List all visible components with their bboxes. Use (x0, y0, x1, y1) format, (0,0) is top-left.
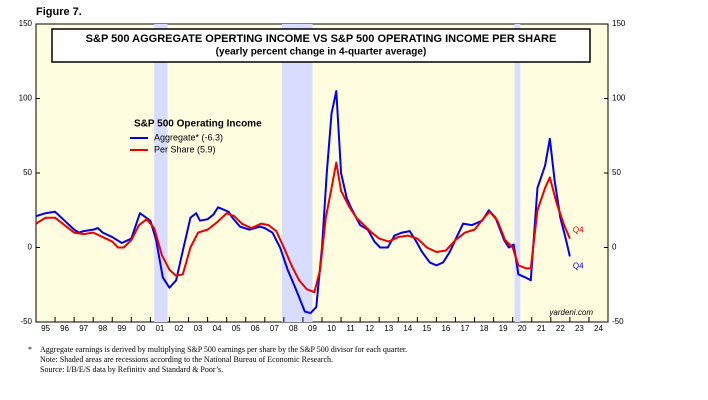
y2-tick-label: -50 (612, 317, 624, 326)
y2-tick-label: 150 (612, 19, 626, 28)
x-tick-label: 96 (60, 324, 69, 333)
y-tick-label: -50 (20, 317, 32, 326)
y-tick-label: 100 (19, 94, 33, 103)
x-tick-label: 17 (461, 324, 470, 333)
y2-tick-label: 0 (612, 243, 617, 252)
legend-label: Per Share (5.9) (154, 144, 216, 154)
x-tick-label: 13 (384, 324, 393, 333)
end-label: Q4 (573, 262, 584, 271)
x-tick-label: 09 (308, 324, 317, 333)
x-tick-label: 08 (289, 324, 298, 333)
x-tick-label: 95 (41, 324, 50, 333)
chart-title: S&P 500 AGGREGATE OPERTING INCOME VS S&P… (86, 33, 557, 45)
x-tick-label: 97 (79, 324, 88, 333)
figure-label: Figure 7. (36, 6, 82, 18)
x-tick-label: 98 (98, 324, 107, 333)
x-tick-label: 21 (537, 324, 546, 333)
x-tick-label: 24 (594, 324, 603, 333)
recession-shade (154, 24, 168, 322)
legend-title: S&P 500 Operating Income (134, 119, 262, 130)
x-tick-label: 14 (403, 324, 412, 333)
y2-tick-label: 100 (612, 94, 626, 103)
x-tick-label: 04 (213, 324, 222, 333)
source-label: yardeni.com (548, 308, 593, 317)
chart-subtitle: (yearly percent change in 4-quarter aver… (216, 47, 427, 58)
y-tick-label: 150 (19, 19, 33, 28)
recession-shade (514, 24, 521, 322)
plot-area (35, 23, 609, 323)
x-tick-label: 20 (518, 324, 527, 333)
x-tick-label: 00 (136, 324, 145, 333)
x-tick-label: 10 (327, 324, 336, 333)
x-tick-label: 07 (270, 324, 279, 333)
legend-label: Aggregate* (-6.3) (154, 132, 223, 142)
x-tick-label: 05 (232, 324, 241, 333)
x-tick-label: 12 (365, 324, 374, 333)
y-tick-label: 0 (28, 243, 33, 252)
footnote-line: Aggregate earnings is derived by multipl… (40, 345, 407, 354)
x-tick-label: 16 (441, 324, 450, 333)
x-tick-label: 23 (575, 324, 584, 333)
footnote-marker: * (28, 345, 32, 354)
x-tick-label: 06 (251, 324, 260, 333)
x-tick-label: 22 (556, 324, 565, 333)
x-tick-label: 11 (346, 324, 355, 333)
title-box (51, 28, 591, 63)
x-tick-label: 18 (480, 324, 489, 333)
series-line (35, 161, 571, 294)
footnote-line: Note: Shaded areas are recessions accord… (40, 355, 333, 364)
x-tick-label: 01 (155, 324, 164, 333)
x-tick-label: 03 (194, 324, 203, 333)
x-tick-label: 15 (422, 324, 431, 333)
footnote-line: Source: I/B/E/S data by Refinitiv and St… (40, 365, 223, 374)
x-tick-label: 19 (499, 324, 508, 333)
x-tick-label: 02 (175, 324, 184, 333)
recession-shade (281, 24, 313, 322)
end-label: Q4 (573, 226, 584, 235)
x-tick-label: 99 (117, 324, 126, 333)
y-tick-label: 50 (23, 168, 32, 177)
y2-tick-label: 50 (612, 168, 621, 177)
